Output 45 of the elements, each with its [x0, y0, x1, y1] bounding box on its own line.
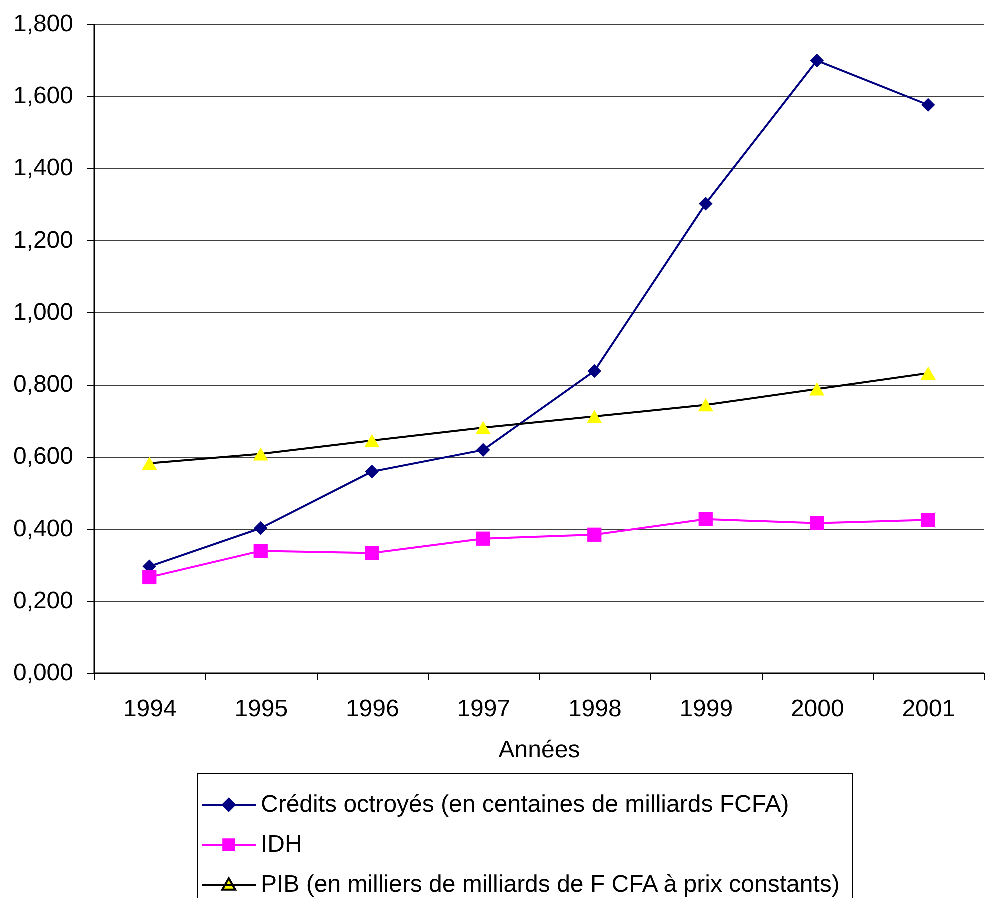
point	[364, 434, 380, 448]
x-tick-label: 1999	[680, 696, 734, 722]
y-tick-label: 0,800	[13, 371, 74, 398]
point	[365, 464, 380, 479]
point	[698, 197, 713, 211]
y-tick-label: 1,000	[13, 298, 74, 326]
x-tick-label: 1997	[457, 696, 511, 722]
y-tick-label: 0,400	[13, 515, 74, 542]
point	[588, 364, 602, 378]
point	[810, 54, 824, 68]
point	[142, 456, 158, 470]
point	[921, 98, 936, 112]
point	[920, 366, 936, 380]
y-tick-label: 1,800	[13, 10, 74, 38]
point	[810, 516, 824, 530]
point	[254, 522, 268, 536]
point	[587, 410, 602, 424]
point	[698, 512, 713, 526]
point	[476, 421, 491, 434]
point	[142, 570, 157, 585]
x-tick-label: 1994	[123, 696, 177, 722]
point	[921, 513, 936, 528]
point	[810, 382, 825, 396]
point	[698, 398, 714, 412]
x-tick-label: 2000	[790, 696, 844, 722]
x-tick-label: 1995	[234, 696, 288, 722]
legend-label: Crédits octroyés (en centaines de milliards FCFA)	[261, 791, 790, 818]
y-tick-label: 0,000	[13, 660, 74, 686]
y-tick-label: 1,600	[13, 82, 74, 110]
x-tick-label: 2001	[902, 696, 956, 722]
y-tick-label: 1,200	[13, 226, 74, 254]
point	[254, 544, 268, 558]
y-tick-label: 1,400	[13, 154, 74, 182]
y-tick-label: 0,200	[13, 587, 74, 614]
x-tick-label: 1996	[346, 696, 400, 722]
point	[588, 528, 602, 542]
x-axis-title: Années	[498, 736, 580, 764]
x-tick-label: 1998	[568, 696, 622, 722]
legend-label: IDH	[261, 831, 302, 858]
point	[365, 546, 380, 560]
point	[476, 532, 490, 546]
y-tick-label: 0,600	[13, 443, 74, 470]
legend-label: PIB (en milliers de milliards de F CFA à prix constants)	[261, 871, 840, 898]
point	[253, 448, 268, 461]
point	[476, 443, 490, 458]
